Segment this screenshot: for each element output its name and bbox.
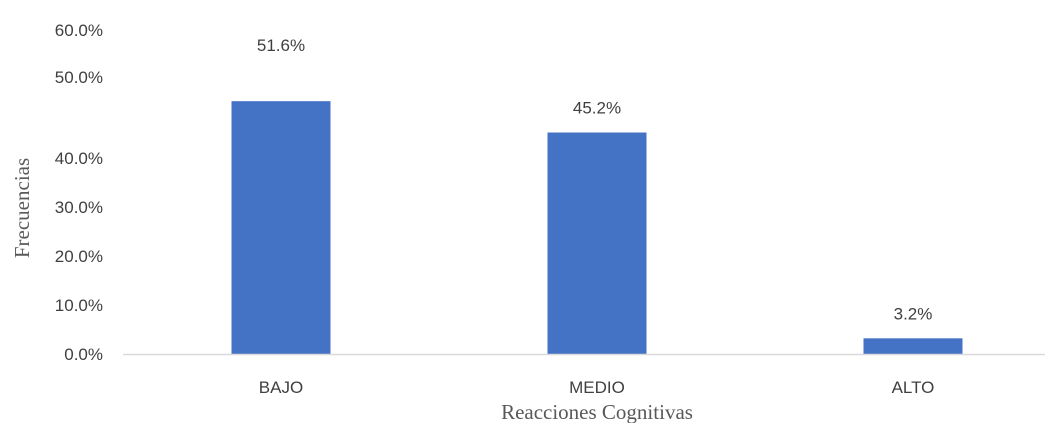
x-category-label: BAJO	[259, 378, 303, 397]
y-tick-label: 10.0%	[55, 296, 103, 315]
bar-alto	[863, 338, 963, 354]
y-axis-title: Frecuencias	[10, 158, 34, 258]
bar-medio	[547, 132, 647, 354]
y-tick-label: 40.0%	[55, 149, 103, 168]
y-axis-ticks: 0.0% 10.0% 20.0% 30.0% 40.0% 50.0% 60.0%	[55, 21, 103, 364]
data-labels-group: 51.6% 45.2% 3.2%	[257, 36, 932, 323]
category-labels-group: BAJO MEDIO ALTO	[259, 378, 935, 397]
y-tick-label: 50.0%	[55, 68, 103, 87]
x-category-label: ALTO	[892, 378, 935, 397]
bar-bajo	[231, 101, 331, 354]
y-tick-label: 60.0%	[55, 21, 103, 40]
y-tick-label: 30.0%	[55, 198, 103, 217]
y-tick-label: 20.0%	[55, 247, 103, 266]
data-label: 51.6%	[257, 36, 305, 55]
y-tick-label: 0.0%	[64, 345, 103, 364]
x-axis-title: Reacciones Cognitivas	[501, 400, 693, 423]
data-label: 3.2%	[894, 304, 933, 323]
bars-group	[231, 101, 963, 354]
data-label: 45.2%	[573, 99, 621, 118]
x-category-label: MEDIO	[569, 378, 625, 397]
